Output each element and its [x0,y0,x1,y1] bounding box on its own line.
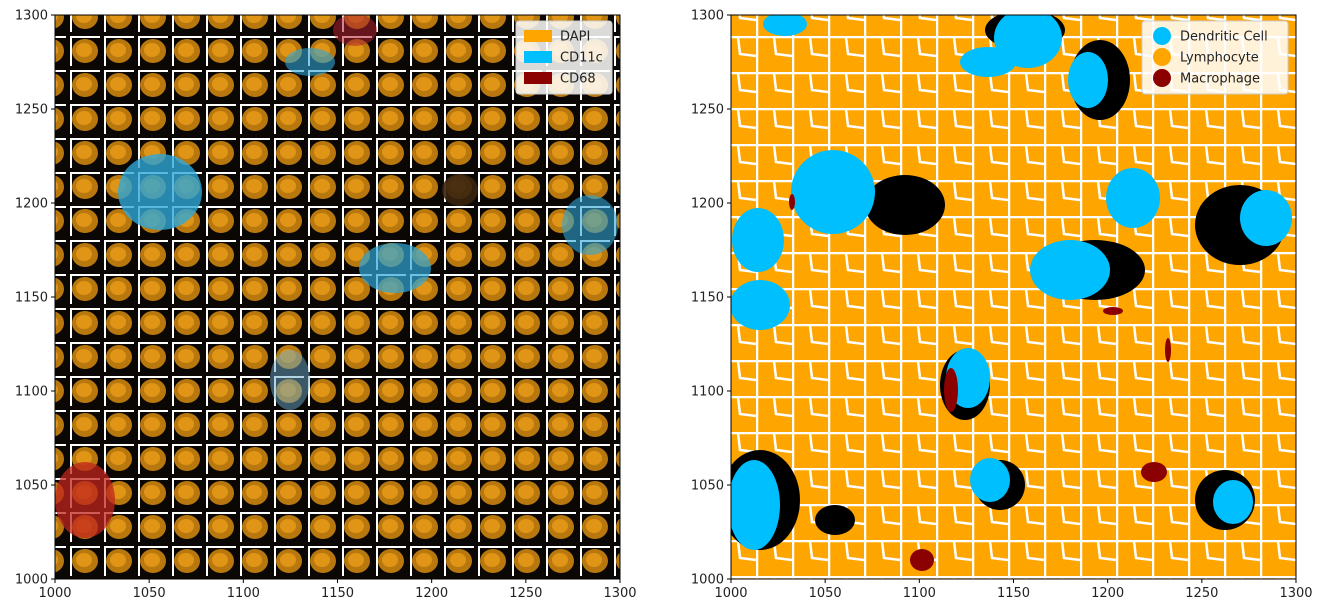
x-tick-label: 1250 [509,586,542,601]
x-tick-label: 1200 [415,586,448,601]
legend-marker [1153,69,1171,87]
x-tick-label: 1150 [997,586,1030,601]
y-tick-label: 1050 [691,479,724,494]
cell-type-map-panel: 1000 1050 1100 1150 1200 1250 1300 1000 1050 1100… [691,9,1313,602]
legend-label: CD68 [560,72,596,87]
legend-label: Dendritic Cell [1180,30,1268,45]
x-tick-label: 1200 [1091,586,1124,601]
x-tick-label: 1050 [133,586,166,601]
y-tick-label: 1050 [15,479,48,494]
y-tick-label: 1300 [691,9,724,24]
legend-swatch [524,30,552,42]
x-tick-label: 1150 [321,586,354,601]
legend-label: Lymphocyte [1180,51,1259,66]
cell-type-raster [731,15,1296,579]
x-tick-label: 1100 [227,586,260,601]
y-tick-label: 1100 [691,385,724,400]
channel-image-raster [55,15,620,579]
x-tick-label: 1050 [809,586,842,601]
y-tick-label: 1000 [15,573,48,588]
y-tick-label: 1250 [15,103,48,118]
channel-legend: DAPI CD11c CD68 [515,20,613,95]
legend-frame [1141,20,1289,95]
x-tick-label: 1300 [1279,586,1312,601]
x-tick-label: 1250 [1185,586,1218,601]
y-tick-label: 1200 [691,197,724,212]
legend-marker [1153,48,1171,66]
y-tick-label: 1150 [691,291,724,306]
y-tick-label: 1100 [15,385,48,400]
legend-label: CD11c [560,51,603,66]
x-tick-label: 1000 [714,586,747,601]
legend-marker [1153,27,1171,45]
channel-image-panel: 1000 1050 1100 1150 1200 1250 1300 1000 1050 1100… [15,9,637,602]
legend-swatch [524,72,552,84]
legend-label: DAPI [560,30,590,45]
y-tick-label: 1150 [15,291,48,306]
channel-image-axes: 1000 1050 1100 1150 1200 1250 1300 1000 1050 1100… [15,9,637,602]
x-tick-label: 1100 [903,586,936,601]
y-tick-label: 1250 [691,103,724,118]
cell-type-map-axes: 1000 1050 1100 1150 1200 1250 1300 1000 1050 1100… [691,9,1313,602]
x-tick-label: 1000 [38,586,71,601]
legend-label: Macrophage [1180,72,1260,87]
y-tick-label: 1300 [15,9,48,24]
y-tick-label: 1200 [15,197,48,212]
legend-swatch [524,51,552,63]
cell-type-legend: Dendritic Cell Lymphocyte Macrophage [1141,20,1289,95]
x-tick-label: 1300 [603,586,636,601]
y-tick-label: 1000 [691,573,724,588]
